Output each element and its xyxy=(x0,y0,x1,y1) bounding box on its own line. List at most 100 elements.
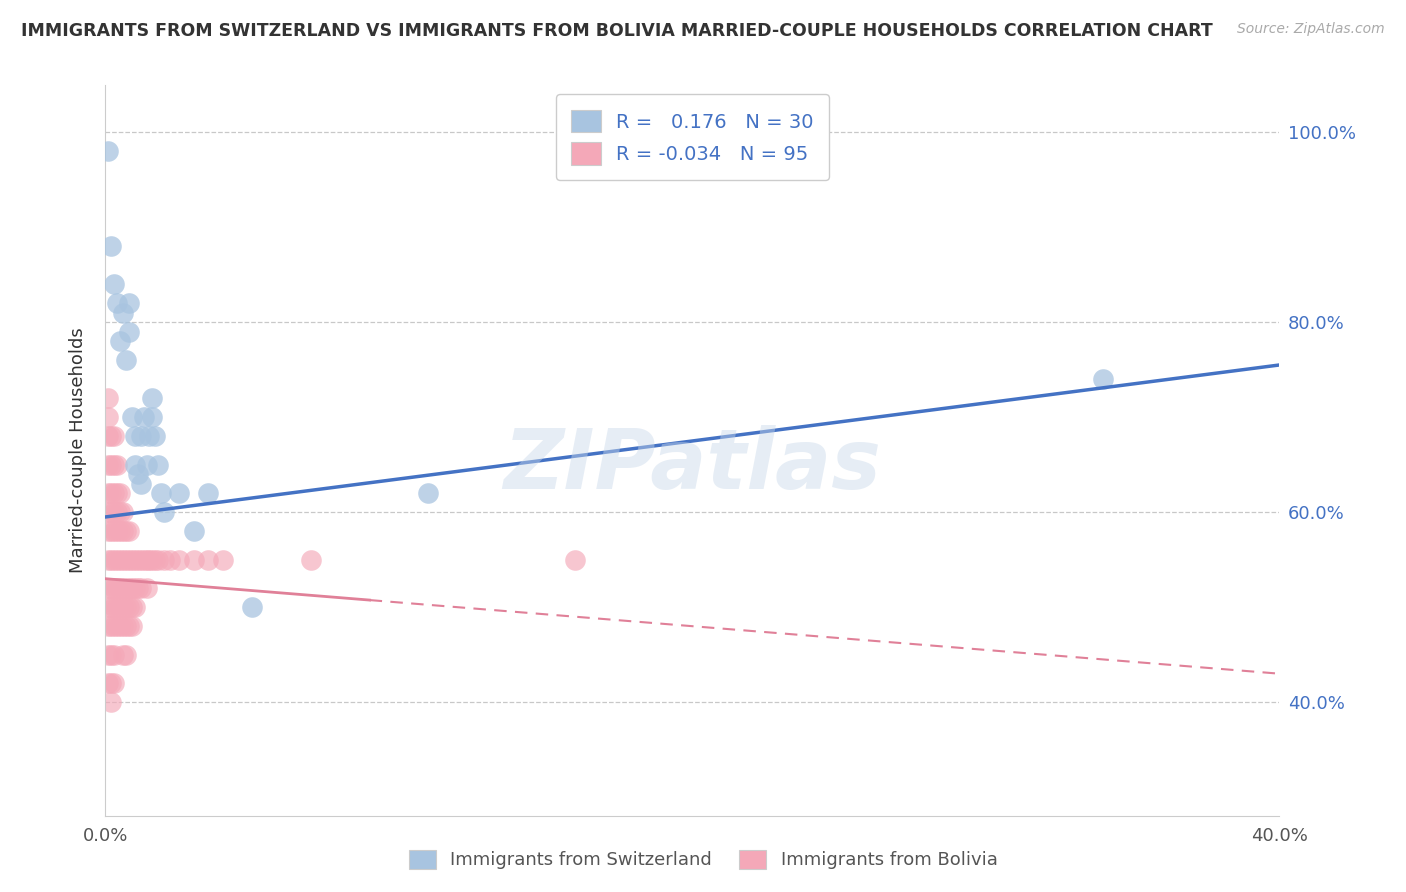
Point xyxy=(129,581,152,595)
Point xyxy=(127,581,149,595)
Point xyxy=(141,552,163,566)
Point xyxy=(112,524,135,539)
Point xyxy=(124,458,146,472)
Point xyxy=(153,552,176,566)
Point xyxy=(211,552,233,566)
Point xyxy=(100,619,122,633)
Point xyxy=(100,581,122,595)
Text: IMMIGRANTS FROM SWITZERLAND VS IMMIGRANTS FROM BOLIVIA MARRIED-COUPLE HOUSEHOLDS: IMMIGRANTS FROM SWITZERLAND VS IMMIGRANT… xyxy=(21,22,1213,40)
Text: Source: ZipAtlas.com: Source: ZipAtlas.com xyxy=(1237,22,1385,37)
Point xyxy=(183,524,205,539)
Point xyxy=(97,458,120,472)
Point xyxy=(121,581,143,595)
Point xyxy=(132,410,155,425)
Point xyxy=(150,486,173,500)
Point xyxy=(97,429,120,443)
Point xyxy=(100,429,122,443)
Point xyxy=(100,524,122,539)
Point xyxy=(141,391,163,405)
Point xyxy=(138,552,160,566)
Point xyxy=(108,581,131,595)
Point xyxy=(97,552,120,566)
Point xyxy=(148,458,170,472)
Point xyxy=(97,145,120,159)
Point xyxy=(112,648,135,662)
Point xyxy=(132,552,155,566)
Point xyxy=(121,600,143,615)
Point xyxy=(121,410,143,425)
Point xyxy=(159,552,181,566)
Point xyxy=(103,581,125,595)
Point xyxy=(97,410,120,425)
Point xyxy=(103,524,125,539)
Point xyxy=(100,648,122,662)
Point xyxy=(564,552,586,566)
Point xyxy=(103,676,125,690)
Point xyxy=(143,552,166,566)
Point xyxy=(115,524,138,539)
Point xyxy=(100,486,122,500)
Point xyxy=(135,458,157,472)
Point xyxy=(115,600,138,615)
Point xyxy=(105,296,128,310)
Point xyxy=(108,552,131,566)
Point xyxy=(148,552,170,566)
Point xyxy=(124,600,146,615)
Y-axis label: Married-couple Households: Married-couple Households xyxy=(69,327,87,574)
Point xyxy=(138,429,160,443)
Point xyxy=(100,239,122,253)
Legend: Immigrants from Switzerland, Immigrants from Bolivia: Immigrants from Switzerland, Immigrants … xyxy=(399,840,1007,879)
Point xyxy=(103,458,125,472)
Point xyxy=(153,505,176,519)
Point xyxy=(108,600,131,615)
Point xyxy=(97,619,120,633)
Point xyxy=(112,619,135,633)
Point xyxy=(115,648,138,662)
Point xyxy=(108,505,131,519)
Point xyxy=(100,458,122,472)
Point xyxy=(127,552,149,566)
Point xyxy=(240,600,263,615)
Point xyxy=(129,429,152,443)
Point xyxy=(105,581,128,595)
Point xyxy=(105,552,128,566)
Point xyxy=(105,458,128,472)
Point xyxy=(118,600,141,615)
Point xyxy=(103,600,125,615)
Point xyxy=(118,325,141,339)
Point xyxy=(115,619,138,633)
Point xyxy=(121,552,143,566)
Point xyxy=(124,429,146,443)
Point xyxy=(105,505,128,519)
Point xyxy=(141,410,163,425)
Point xyxy=(97,600,120,615)
Point xyxy=(97,648,120,662)
Point xyxy=(103,619,125,633)
Point xyxy=(112,600,135,615)
Point xyxy=(135,581,157,595)
Point xyxy=(143,429,166,443)
Point xyxy=(118,581,141,595)
Point xyxy=(108,334,131,349)
Point xyxy=(183,552,205,566)
Point xyxy=(197,552,219,566)
Point xyxy=(115,353,138,368)
Text: ZIPatlas: ZIPatlas xyxy=(503,425,882,506)
Point xyxy=(97,524,120,539)
Point xyxy=(112,581,135,595)
Point xyxy=(118,524,141,539)
Point xyxy=(108,486,131,500)
Point xyxy=(112,306,135,320)
Point xyxy=(197,486,219,500)
Point xyxy=(418,486,440,500)
Point xyxy=(124,552,146,566)
Point xyxy=(105,486,128,500)
Point xyxy=(115,552,138,566)
Point xyxy=(299,552,322,566)
Point xyxy=(129,552,152,566)
Point xyxy=(103,648,125,662)
Point xyxy=(100,552,122,566)
Point xyxy=(103,429,125,443)
Point xyxy=(108,524,131,539)
Point xyxy=(167,552,190,566)
